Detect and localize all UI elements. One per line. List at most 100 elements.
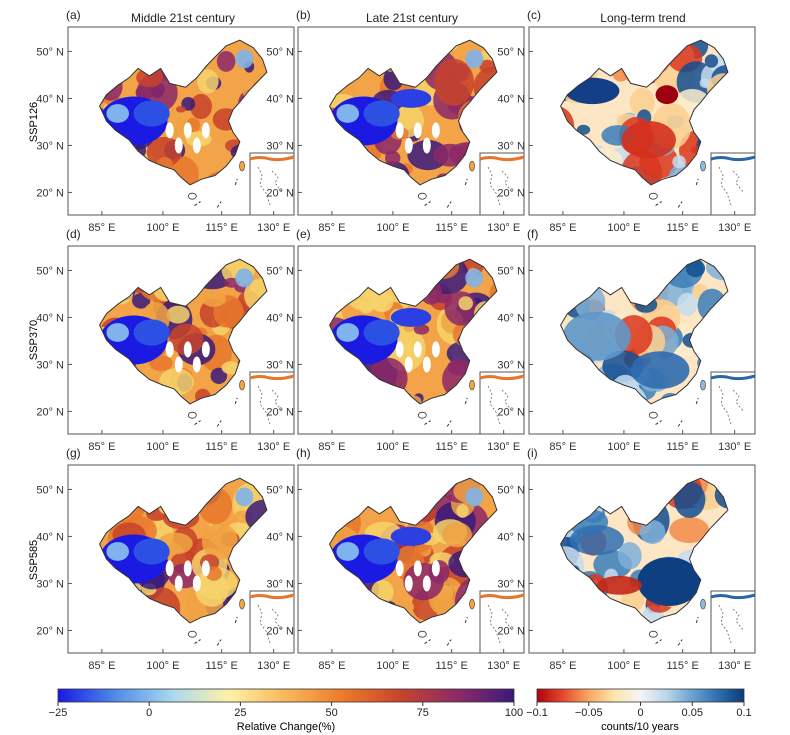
lat-tick-label: 50° N — [497, 46, 525, 58]
lat-tick-label: 50° N — [266, 265, 294, 277]
panel-f: (f) 50° N 40° N 30° N 20° N 85° E 100° E 115° E… — [497, 227, 755, 453]
colorbar-tick-label: 0.05 — [682, 707, 703, 719]
lon-tick-label: 85° E — [549, 660, 576, 672]
lat-tick-label: 40° N — [497, 93, 525, 105]
lat-tick-label: 50° N — [266, 484, 294, 496]
lon-tick-label: 115° E — [436, 660, 468, 672]
lat-tick-label: 40° N — [266, 312, 294, 324]
panel-letter-d: (d) — [66, 227, 81, 241]
inset-map — [250, 153, 294, 215]
lon-tick-label: 85° E — [549, 441, 576, 453]
lat-tick-label: 40° N — [497, 312, 525, 324]
colorbar-trend-label: counts/10 years — [601, 721, 679, 733]
inset-map — [711, 591, 755, 653]
lon-tick-label: 130° E — [487, 222, 520, 234]
lon-tick-label: 130° E — [718, 222, 751, 234]
lon-tick-label: 100° E — [376, 660, 409, 672]
lat-tick-label: 50° N — [497, 484, 525, 496]
island-outline — [701, 380, 706, 390]
island-outline — [649, 193, 657, 199]
island-outline — [649, 412, 657, 418]
island-outline — [418, 631, 426, 637]
lon-tick-label: 130° E — [718, 660, 751, 672]
lat-tick-label: 40° N — [266, 93, 294, 105]
lon-tick-label: 85° E — [318, 660, 345, 672]
lat-tick-label: 40° N — [497, 531, 525, 543]
lon-tick-label: 100° E — [607, 222, 640, 234]
colorbar-tick-label: 0.1 — [736, 707, 751, 719]
lon-tick-label: 100° E — [146, 441, 179, 453]
lat-tick-label: 20° N — [497, 187, 525, 199]
lat-tick-label: 50° N — [266, 46, 294, 58]
lat-tick-label: 50° N — [36, 46, 64, 58]
panel-letter-h: (h) — [296, 446, 311, 460]
colorbar-trend-bar — [537, 689, 744, 702]
lat-tick-label: 50° N — [36, 265, 64, 277]
lat-tick-label: 30° N — [266, 140, 294, 152]
island-outline — [418, 193, 426, 199]
panel-letter-f: (f) — [527, 227, 538, 241]
island-outline — [240, 380, 245, 390]
island-outline — [649, 631, 657, 637]
panel-letter-b: (b) — [296, 8, 311, 22]
panel-h: (h) 50° N 40° N 30° N 20° N 85° E 100° E 115° E… — [266, 446, 524, 672]
lat-tick-label: 30° N — [266, 359, 294, 371]
lon-tick-label: 100° E — [376, 441, 409, 453]
lat-tick-label: 30° N — [497, 359, 525, 371]
island-outline — [701, 161, 706, 171]
lon-tick-label: 115° E — [206, 222, 238, 234]
lon-tick-label: 130° E — [487, 660, 520, 672]
lon-tick-label: 130° E — [257, 441, 290, 453]
inset-map — [250, 372, 294, 434]
panel-e: (e)50° N40° N30° N20° N85° E 100° E 115° E… — [266, 227, 524, 453]
lon-tick-label: 100° E — [146, 222, 179, 234]
lat-tick-label: 30° N — [497, 140, 525, 152]
lat-tick-label: 30° N — [36, 578, 64, 590]
lon-tick-label: 100° E — [376, 222, 409, 234]
island-outline — [188, 631, 196, 637]
panel-letter-e: (e) — [296, 227, 311, 241]
lon-tick-label: 115° E — [667, 660, 699, 672]
row-label-ssp370: SSP370 — [28, 320, 40, 360]
lon-tick-label: 130° E — [718, 441, 751, 453]
lon-tick-label: 85° E — [549, 222, 576, 234]
lat-tick-label: 50° N — [36, 484, 64, 496]
lat-tick-label: 30° N — [36, 359, 64, 371]
panel-letter-a: (a) — [66, 8, 81, 22]
lat-tick-label: 20° N — [36, 406, 64, 418]
lat-tick-label: 30° N — [266, 578, 294, 590]
colorbar-tick-label: −0.1 — [526, 707, 548, 719]
panel-i: (i) 50° N 40° N 30° N 20° N 85° E 100° E 115° E… — [497, 446, 755, 672]
lat-tick-label: 20° N — [497, 406, 525, 418]
lon-tick-label: 115° E — [436, 222, 468, 234]
lat-tick-label: 20° N — [497, 625, 525, 637]
colorbar-change-bar — [58, 689, 514, 702]
inset-map — [711, 153, 755, 215]
island-outline — [470, 161, 475, 171]
colorbar-tick-label: 50 — [325, 707, 337, 719]
panel-b: (b) 50° N 40° N 30° N 20° N 85° E 100° E 115° E… — [266, 8, 524, 234]
lon-tick-label: 100° E — [607, 660, 640, 672]
lat-tick-label: 40° N — [36, 531, 64, 543]
inset-map — [480, 372, 524, 434]
row-label-ssp585: SSP585 — [28, 540, 40, 580]
colorbar-tick-label: −25 — [49, 707, 68, 719]
inset-map — [480, 591, 524, 653]
lat-tick-label: 40° N — [36, 312, 64, 324]
inset-map — [250, 591, 294, 653]
lat-tick-label: 20° N — [266, 625, 294, 637]
lon-tick-label: 130° E — [257, 660, 290, 672]
colorbar-relative-change: −25 0 25 50 75 100 Relative Change(%) — [49, 689, 524, 733]
island-outline — [188, 412, 196, 418]
panel-letter-i: (i) — [527, 446, 538, 460]
lat-tick-label: 40° N — [36, 93, 64, 105]
colorbar-tick-label: 100 — [505, 707, 523, 719]
island-outline — [418, 412, 426, 418]
lon-tick-label: 85° E — [88, 441, 115, 453]
lon-tick-label: 115° E — [436, 441, 468, 453]
panel-c: (c) 50° N 40° N 30° N 20° N 85° E 100° E 115° E… — [497, 8, 755, 234]
colorbar-tick-label: 0 — [146, 707, 152, 719]
panel-a: (a) 50° N 40° N 30° N 20° N 85° E 100° E 115° E… — [36, 8, 294, 234]
lon-tick-label: 115° E — [206, 441, 238, 453]
